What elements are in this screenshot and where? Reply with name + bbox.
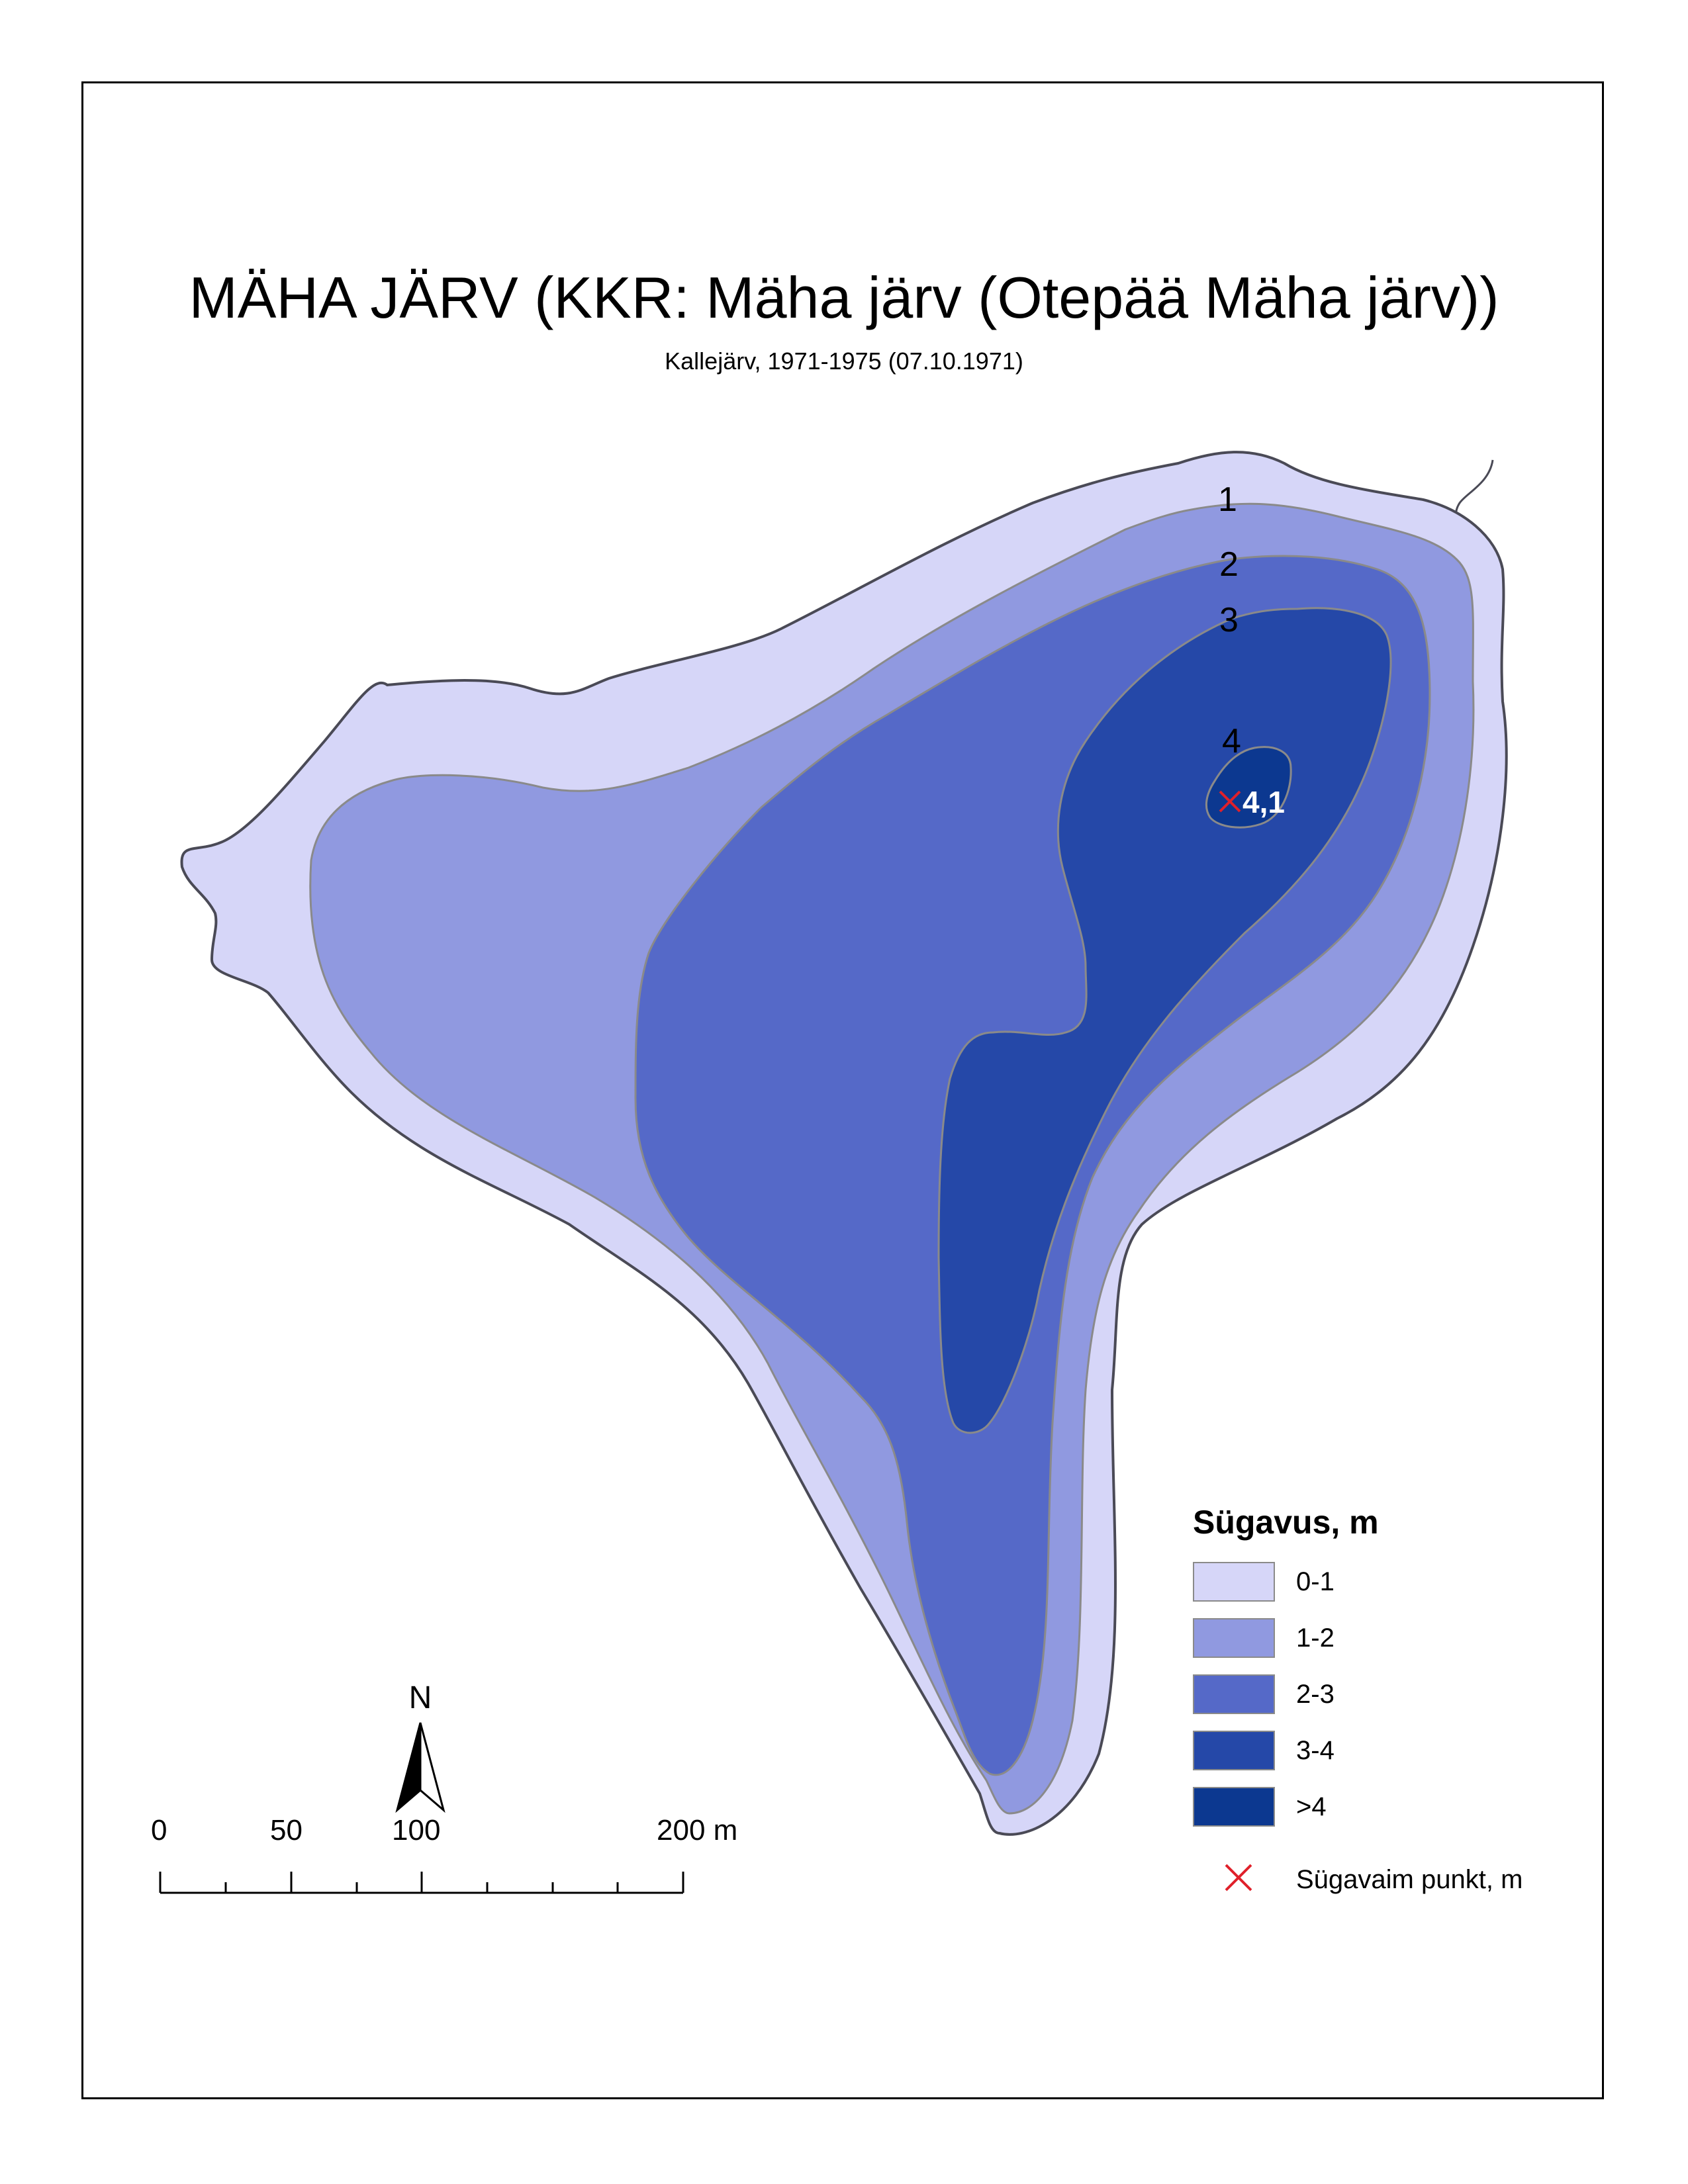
legend-item-gt-4: >4: [1193, 1787, 1564, 1829]
contour-label-4: 4: [1222, 722, 1241, 760]
deepest-point-value: 4,1: [1243, 785, 1285, 819]
contour-label-2: 2: [1219, 545, 1239, 584]
legend-swatch: [1193, 1787, 1275, 1827]
legend-item-0-1: 0-1: [1193, 1562, 1564, 1604]
north-arrow-icon: [395, 1722, 445, 1813]
legend-swatch: [1193, 1674, 1275, 1714]
scale-label-100: 100: [392, 1814, 441, 1846]
contour-label-1: 1: [1218, 480, 1237, 519]
north-letter: N: [408, 1680, 432, 1715]
legend-label: 2-3: [1296, 1680, 1335, 1709]
scale-label-50: 50: [270, 1814, 303, 1846]
legend-label: 1-2: [1296, 1623, 1335, 1653]
legend-swatch: [1193, 1731, 1275, 1770]
legend-label: 0-1: [1296, 1567, 1335, 1596]
legend-label: 3-4: [1296, 1736, 1335, 1765]
legend-item-2-3: 2-3: [1193, 1674, 1564, 1717]
deepest-point-icon: [1225, 1864, 1252, 1891]
scale-label-0: 0: [151, 1814, 167, 1846]
legend-label: >4: [1296, 1792, 1327, 1821]
map-title: MÄHA JÄRV (KKR: Mäha järv (Otepää Mäha j…: [189, 265, 1499, 330]
legend-title: Sügavus, m: [1193, 1504, 1379, 1541]
contour-label-3: 3: [1219, 601, 1239, 639]
scale-label-200: 200 m: [657, 1814, 738, 1846]
legend-swatch: [1193, 1618, 1275, 1658]
map-frame: [81, 81, 1604, 2099]
legend-item-3-4: 3-4: [1193, 1731, 1564, 1773]
scale-bar: 0 50 100 200 m: [132, 1813, 768, 1906]
legend-swatch: [1193, 1562, 1275, 1602]
legend-item-1-2: 1-2: [1193, 1618, 1564, 1661]
legend-item-deepest-point: Sügavaim punkt, m: [1193, 1860, 1564, 1899]
legend: Sügavus, m 0-1 1-2 2-3 3-4 >4 Sügavaim p…: [1185, 1502, 1582, 1926]
map-subtitle: Kallejärv, 1971-1975 (07.10.1971): [665, 347, 1023, 375]
scale-bar-ruler: [159, 1872, 684, 1894]
depth-zone-3-4: [937, 607, 1392, 1434]
depth-zone-gt-4: [1205, 746, 1292, 829]
north-arrow: N: [391, 1681, 450, 1813]
deepest-point-marker: [1219, 790, 1241, 813]
legend-point-label: Sügavaim punkt, m: [1296, 1865, 1523, 1894]
